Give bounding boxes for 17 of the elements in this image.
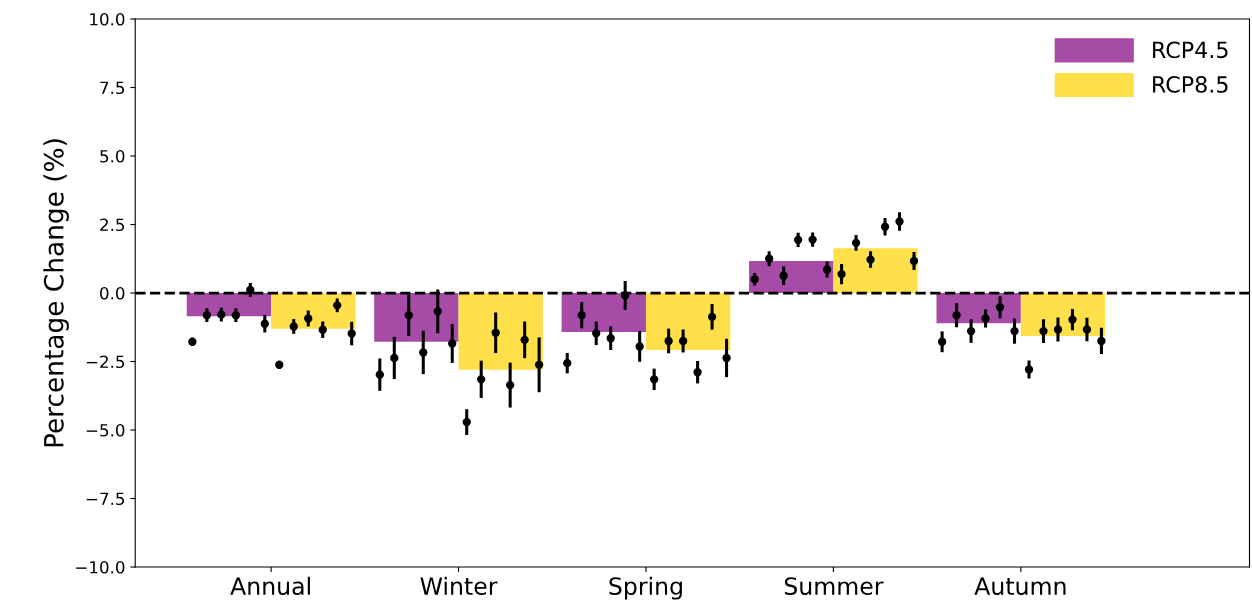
legend-label: RCP8.5 bbox=[1153, 76, 1228, 93]
y-tick-label: −5.0 bbox=[86, 423, 125, 437]
x-tick-label: Autumn bbox=[974, 577, 1066, 596]
y-tick-label: −2.5 bbox=[86, 355, 125, 369]
x-tick-label: Summer bbox=[784, 577, 884, 596]
y-tick-label: −10.0 bbox=[76, 560, 125, 574]
legend-label: RCP4.5 bbox=[1153, 41, 1228, 59]
y-tick-label: 5.0 bbox=[100, 149, 125, 163]
y-tick-label: 0.0 bbox=[100, 286, 125, 300]
y-tick-label: 2.5 bbox=[100, 218, 125, 232]
x-tick-label: Winter bbox=[420, 576, 498, 596]
x-tick-label: Annual bbox=[230, 576, 310, 596]
y-tick-label: 10.0 bbox=[90, 12, 125, 26]
x-tick-label: Spring bbox=[609, 576, 682, 600]
y-tick-label: −7.5 bbox=[86, 492, 125, 506]
y-axis-title: Percentage Change (%) bbox=[43, 139, 69, 447]
y-tick-label: 7.5 bbox=[100, 81, 125, 95]
